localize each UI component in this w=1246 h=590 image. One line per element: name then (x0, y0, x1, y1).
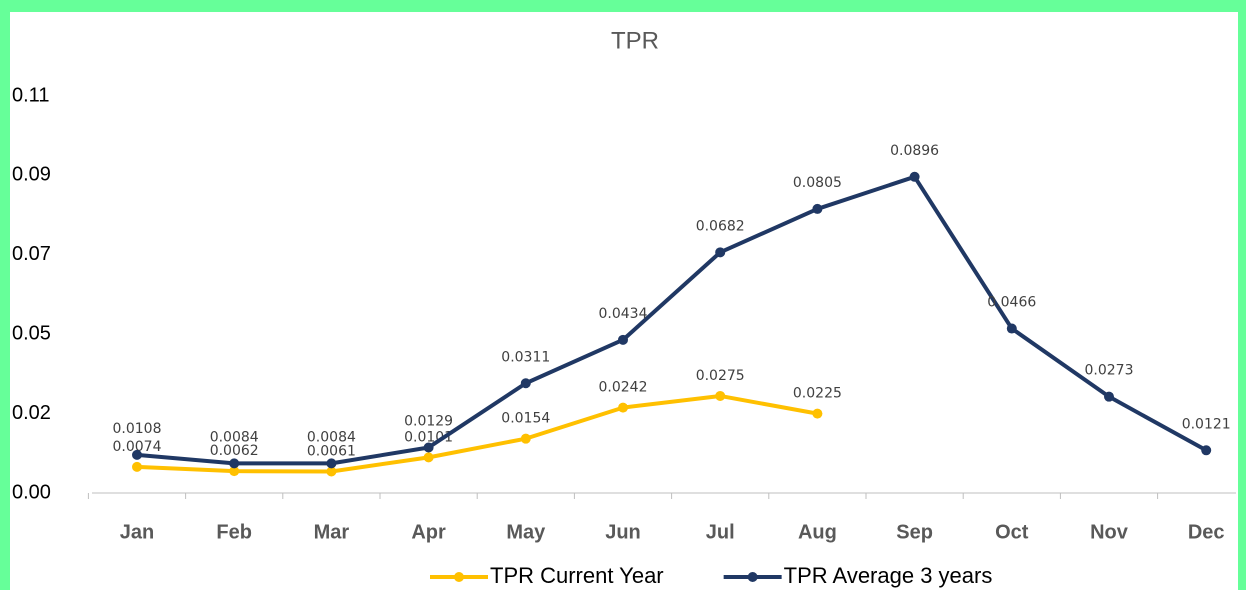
x-tick-label: Oct (995, 521, 1029, 543)
y-tick-label: 0.11 (12, 84, 49, 106)
data-label: 0.0805 (793, 175, 842, 191)
y-tick-label: 0.02 (12, 402, 51, 424)
data-label: 0.0084 (210, 429, 259, 445)
data-label: 0.0154 (501, 411, 550, 427)
data-label: 0.0466 (987, 295, 1036, 311)
data-label: 0.0682 (696, 218, 745, 234)
marker (326, 458, 337, 469)
data-label: 0.0242 (599, 380, 648, 396)
x-tick-label: May (506, 521, 546, 543)
marker (1104, 391, 1114, 402)
x-tick-label: Sep (896, 521, 933, 543)
chart-title: TPR (611, 27, 659, 54)
data-label: 0.0061 (307, 443, 356, 459)
marker (423, 442, 434, 453)
legend-label: TPR Average 3 years (784, 563, 993, 588)
data-label: 0.0074 (113, 439, 162, 455)
marker (520, 378, 531, 389)
x-tick-label: Nov (1090, 521, 1129, 543)
marker (812, 203, 823, 214)
y-tick-label: 0.00 (12, 481, 51, 503)
x-tick-label: Jul (706, 521, 735, 543)
marker (1006, 323, 1017, 334)
marker (423, 452, 434, 463)
marker (229, 466, 240, 477)
legend-marker (747, 572, 758, 582)
x-tick-label: Feb (216, 521, 252, 543)
series-line (136, 393, 818, 474)
x-tick-label: Aug (798, 521, 837, 543)
x-tick-label: Apr (411, 521, 446, 543)
legend-marker (454, 572, 464, 582)
data-label: 0.0225 (793, 386, 842, 402)
data-label: 0.0273 (1085, 363, 1134, 379)
data-label: 0.0311 (501, 349, 550, 365)
legend-label: TPR Current Year (490, 563, 664, 588)
marker (326, 466, 337, 477)
chart-area (10, 12, 1238, 590)
data-label: 0.0275 (696, 368, 745, 384)
marker (618, 402, 628, 413)
data-label: 0.0108 (113, 421, 162, 437)
data-label: 0.0896 (890, 143, 939, 159)
marker (1201, 445, 1212, 456)
marker (229, 458, 240, 469)
y-tick-label: 0.07 (12, 243, 51, 265)
x-tick-label: Jan (120, 521, 154, 543)
y-tick-label: 0.05 (12, 322, 51, 344)
marker (132, 461, 142, 472)
marker (715, 247, 726, 258)
marker (812, 408, 823, 419)
x-tick-label: Mar (314, 521, 350, 543)
data-label: 0.0084 (307, 429, 356, 445)
y-tick-label: 0.09 (12, 164, 51, 186)
marker (715, 390, 726, 401)
data-label: 0.0062 (210, 443, 259, 459)
data-label: 0.0434 (599, 306, 648, 322)
x-tick-label: Jun (605, 521, 641, 543)
x-tick-label: Dec (1188, 521, 1225, 543)
marker (909, 171, 920, 182)
marker (618, 334, 628, 345)
data-label: 0.0129 (404, 413, 453, 429)
data-label: 0.0121 (1182, 416, 1231, 432)
marker (520, 433, 531, 444)
marker (132, 449, 142, 460)
series-line (136, 174, 1208, 466)
